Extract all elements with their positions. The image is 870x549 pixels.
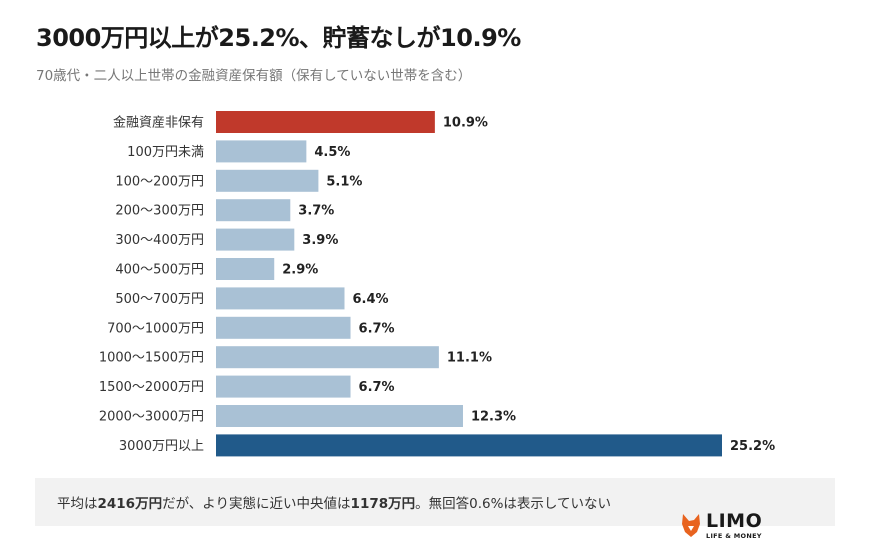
category-label: 金融資産非保有 <box>113 115 204 131</box>
bar <box>216 111 435 133</box>
bar <box>216 228 295 251</box>
value-label: 4.5% <box>314 145 350 160</box>
chart-subtitle: 70歳代・二人以上世帯の金融資産保有額（保有していない世帯を含む） <box>36 68 472 84</box>
value-label: 10.9% <box>443 116 488 131</box>
category-label: 300～400万円 <box>115 233 204 248</box>
value-label: 3.7% <box>298 204 334 219</box>
value-label: 6.7% <box>359 380 395 395</box>
category-label: 1000～1500万円 <box>99 351 204 366</box>
bar <box>216 199 291 222</box>
category-label: 500～700万円 <box>115 292 204 307</box>
category-label: 100～200万円 <box>115 174 204 189</box>
limo-logo: LIMO LIFE & MONEY <box>680 510 770 542</box>
bar <box>216 258 275 280</box>
bar <box>216 346 439 369</box>
bar <box>216 316 351 339</box>
note-average: 2416万円 <box>97 496 163 512</box>
value-label: 3.9% <box>302 233 338 248</box>
category-label: 1500～2000万円 <box>99 380 204 395</box>
value-label: 6.4% <box>353 292 389 307</box>
value-label: 6.7% <box>359 321 395 336</box>
bar <box>216 434 722 457</box>
category-label: 3000万円以上 <box>119 439 204 454</box>
logo-text: LIMO <box>706 510 763 532</box>
value-label: 25.2% <box>730 439 775 454</box>
category-label: 200～300万円 <box>115 204 204 219</box>
bar <box>216 287 345 310</box>
fox-logo-icon <box>682 514 700 537</box>
note-part3: 。無回答0.6%は表示していない <box>415 496 612 512</box>
category-label: 2000～3000万円 <box>99 410 204 425</box>
note-box: 平均は2416万円だが、より実態に近い中央値は1178万円。無回答0.6%は表示… <box>35 478 835 526</box>
category-label: 700～1000万円 <box>107 321 204 336</box>
footnote: 平均は2416万円だが、より実態に近い中央値は1178万円。無回答0.6%は表示… <box>57 492 611 512</box>
value-label: 12.3% <box>471 410 516 425</box>
category-label: 100万円未満 <box>127 145 204 160</box>
value-label: 2.9% <box>282 263 318 278</box>
note-part1: 平均は <box>57 496 98 512</box>
logo-subtext: LIFE & MONEY <box>706 532 762 540</box>
bar-chart: 金融資産非保有 10.9% 100万円未満 4.5% 100～200万円 5.1% 200～… <box>99 111 775 457</box>
category-label: 400～500万円 <box>115 263 204 278</box>
bar <box>216 405 463 427</box>
bar <box>216 169 319 192</box>
bar <box>216 375 351 398</box>
value-label: 5.1% <box>326 174 362 189</box>
chart-title: 3000万円以上が25.2%、貯蓄なしが10.9% <box>36 24 521 52</box>
value-label: 11.1% <box>447 351 492 366</box>
note-median: 1178万円 <box>350 496 416 512</box>
bar <box>216 140 307 163</box>
note-part2: だが、より実態に近い中央値は <box>162 496 351 512</box>
